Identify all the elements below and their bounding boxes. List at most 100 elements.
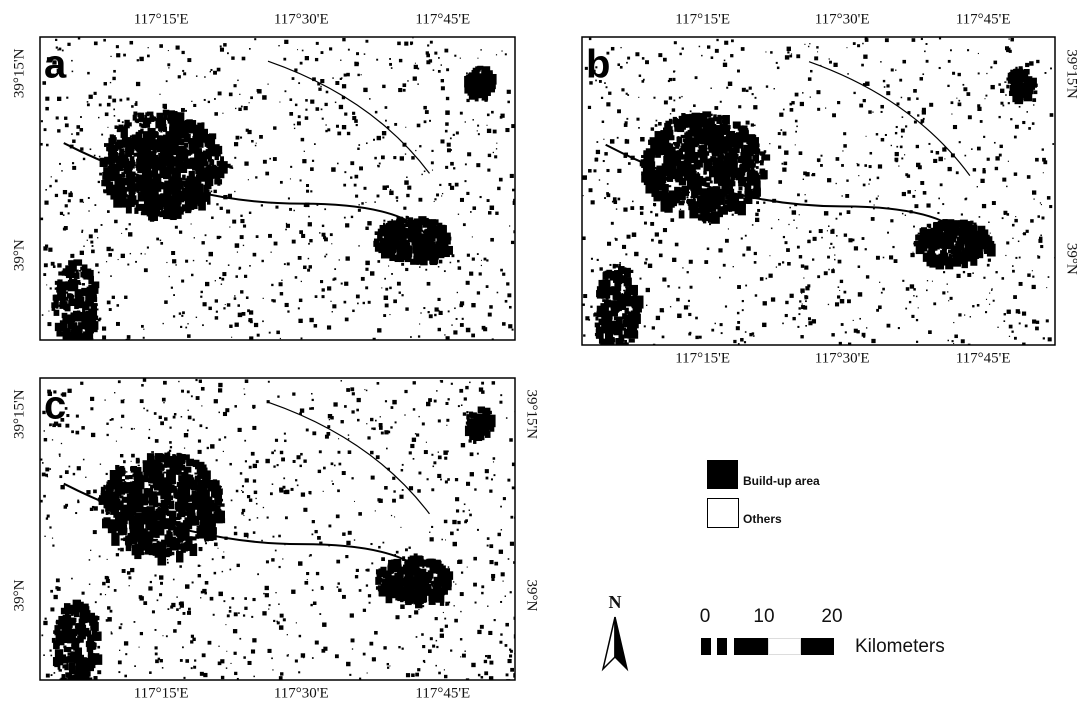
built-up-patch xyxy=(792,210,796,214)
built-up-patch xyxy=(701,130,703,132)
built-up-patch xyxy=(1032,270,1033,271)
built-up-patch xyxy=(229,93,233,97)
built-up-patch xyxy=(126,543,131,551)
built-up-patch xyxy=(820,164,823,167)
built-up-patch xyxy=(163,323,164,324)
built-up-patch xyxy=(216,311,218,313)
built-up-patch xyxy=(803,179,804,180)
built-up-patch xyxy=(126,98,129,101)
built-up-patch xyxy=(509,306,512,309)
built-up-patch xyxy=(457,292,458,293)
built-up-patch xyxy=(615,264,618,268)
built-up-patch xyxy=(180,148,183,151)
built-up-patch xyxy=(56,116,59,119)
built-up-patch xyxy=(257,89,260,92)
built-up-patch xyxy=(203,185,208,193)
built-up-patch xyxy=(205,142,209,147)
built-up-patch xyxy=(484,258,487,261)
built-up-patch xyxy=(310,100,314,104)
built-up-patch xyxy=(678,171,685,176)
built-up-patch xyxy=(201,527,205,531)
built-up-patch xyxy=(619,262,621,264)
built-up-patch xyxy=(136,190,139,193)
built-up-patch xyxy=(160,240,162,242)
built-up-patch xyxy=(943,271,945,273)
built-up-patch xyxy=(107,127,108,128)
built-up-patch xyxy=(733,137,741,147)
built-up-patch xyxy=(720,152,721,153)
built-up-patch xyxy=(881,111,883,113)
built-up-patch xyxy=(66,97,68,99)
built-up-patch xyxy=(797,246,800,249)
built-up-patch xyxy=(294,128,295,129)
built-up-patch xyxy=(726,125,730,129)
built-up-patch xyxy=(1040,235,1042,237)
top-tick-label: 117°15'E xyxy=(675,11,730,27)
built-up-patch xyxy=(628,280,631,283)
built-up-patch xyxy=(748,200,752,204)
built-up-patch xyxy=(506,282,509,285)
built-up-patch xyxy=(1032,98,1036,102)
built-up-patch xyxy=(427,219,436,233)
built-up-patch xyxy=(106,182,113,187)
built-up-patch xyxy=(344,113,347,116)
built-up-patch xyxy=(202,172,206,177)
built-up-patch xyxy=(1046,319,1049,322)
built-up-patch xyxy=(381,287,382,288)
built-up-patch xyxy=(905,308,907,310)
built-up-patch xyxy=(627,235,631,239)
built-up-patch xyxy=(830,243,832,245)
built-up-patch xyxy=(80,251,84,255)
built-up-patch xyxy=(1036,60,1039,63)
built-up-patch xyxy=(843,132,846,135)
built-up-patch xyxy=(682,200,685,203)
built-up-patch xyxy=(159,44,163,48)
built-up-patch xyxy=(927,280,928,281)
built-up-patch xyxy=(1050,68,1052,70)
built-up-patch xyxy=(993,300,995,302)
built-up-patch xyxy=(972,305,974,307)
built-up-patch xyxy=(751,123,754,126)
built-up-patch xyxy=(404,180,408,184)
built-up-patch xyxy=(101,224,103,226)
built-up-patch xyxy=(627,57,630,60)
built-up-patch xyxy=(712,157,716,161)
built-up-patch xyxy=(210,71,211,72)
built-up-patch xyxy=(802,303,803,304)
built-up-patch xyxy=(129,489,136,498)
built-up-patch xyxy=(958,102,962,106)
built-up-patch xyxy=(288,197,290,199)
built-up-patch xyxy=(233,84,236,87)
built-up-patch xyxy=(122,121,124,123)
built-up-patch xyxy=(766,85,768,87)
built-up-patch xyxy=(591,258,593,260)
built-up-patch xyxy=(1014,337,1017,340)
built-up-patch xyxy=(915,190,916,191)
built-up-patch xyxy=(942,147,946,151)
built-up-patch xyxy=(899,79,902,82)
built-up-patch xyxy=(583,294,587,298)
built-up-patch xyxy=(1019,106,1021,108)
built-up-patch xyxy=(196,177,197,178)
built-up-patch xyxy=(1025,325,1028,328)
built-up-patch xyxy=(188,196,192,199)
built-up-patch xyxy=(703,139,706,141)
built-up-patch xyxy=(484,99,487,102)
built-up-patch xyxy=(720,323,723,326)
built-up-patch xyxy=(192,536,196,540)
built-up-patch xyxy=(692,149,693,150)
right-tick-label: 39°N xyxy=(1064,243,1077,275)
built-up-patch xyxy=(643,151,648,156)
built-up-patch xyxy=(706,136,708,138)
built-up-patch xyxy=(302,50,304,52)
built-up-patch xyxy=(108,253,112,257)
built-up-patch xyxy=(1010,118,1012,120)
built-up-patch xyxy=(249,102,250,103)
built-up-patch xyxy=(733,122,738,129)
built-up-patch xyxy=(746,121,750,125)
built-up-patch xyxy=(693,104,696,107)
built-up-patch xyxy=(336,125,339,128)
built-up-patch xyxy=(249,310,253,314)
built-up-patch xyxy=(301,281,302,282)
built-up-patch xyxy=(182,175,186,180)
